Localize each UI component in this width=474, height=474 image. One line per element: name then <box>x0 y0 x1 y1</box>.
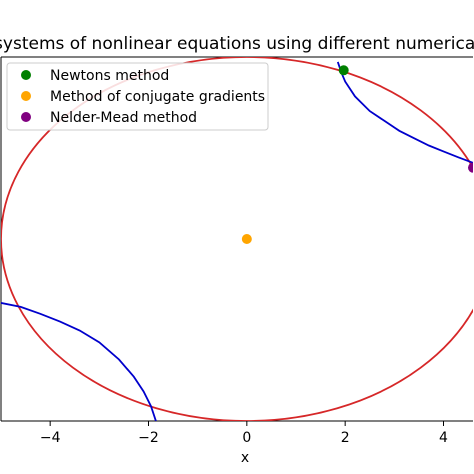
point-nelder-mead-method <box>468 162 473 173</box>
hyperbola-branch-1 <box>336 61 473 164</box>
x-tick-label: 2 <box>341 430 350 446</box>
legend-marker <box>21 112 31 122</box>
legend-marker <box>21 70 31 80</box>
legend-label: Newtons method <box>50 68 169 84</box>
curve-layer <box>1 57 473 421</box>
chart-title: systems of nonlinear equations using dif… <box>0 34 474 54</box>
x-tick-label: −2 <box>138 430 159 446</box>
legend-box <box>6 62 269 131</box>
hyperbola-branch-2 <box>1 302 157 421</box>
legend-label: Method of conjugate gradients <box>50 89 265 105</box>
x-tick-label: 0 <box>242 430 251 446</box>
legend-label: Nelder-Mead method <box>50 110 197 126</box>
legend: Newtons method Method of conjugate gradie… <box>6 62 269 131</box>
legend-marker <box>21 91 31 101</box>
x-axis-label: x <box>241 450 249 466</box>
point-newtons-method <box>338 65 349 76</box>
x-tick-label: 4 <box>439 430 448 446</box>
x-ticks: −4 −2 0 2 4 <box>40 421 448 446</box>
point-method-of-conjugate-gradients <box>241 234 252 244</box>
point-layer <box>241 65 473 244</box>
x-tick-label: −4 <box>40 430 61 446</box>
